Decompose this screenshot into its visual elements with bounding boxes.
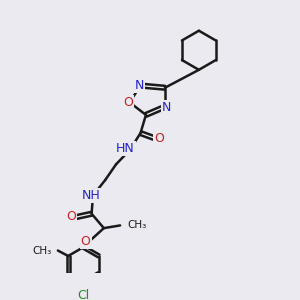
Text: O: O xyxy=(154,132,164,145)
Text: HN: HN xyxy=(116,142,135,155)
Text: O: O xyxy=(81,235,91,248)
Text: N: N xyxy=(134,79,144,92)
Text: CH₃: CH₃ xyxy=(33,245,52,256)
Text: N: N xyxy=(162,101,171,114)
Text: Cl: Cl xyxy=(77,289,90,300)
Text: CH₃: CH₃ xyxy=(128,220,147,230)
Text: O: O xyxy=(66,210,76,223)
Text: O: O xyxy=(123,96,133,109)
Text: NH: NH xyxy=(82,188,101,202)
